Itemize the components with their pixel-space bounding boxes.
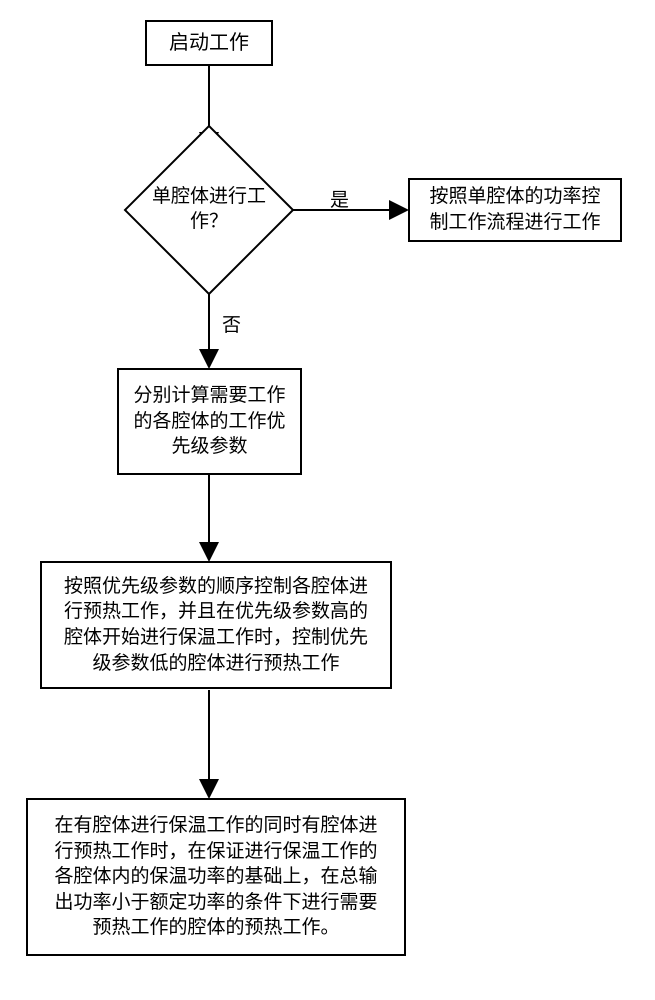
node-preheat-label: 按照优先级参数的顺序控制各腔体进 行预热工作，并且在优先级参数高的 腔体开始进行… — [64, 574, 368, 677]
flowchart-canvas: 启动工作 单腔体进行工 作？ 是 否 按照单腔体的功率控 制工作流程进行工作 分… — [0, 0, 655, 1000]
node-final-label: 在有腔体进行保温工作的同时有腔体进 行预热工作时，在保证进行保温工作的 各腔体内… — [54, 813, 377, 941]
node-calc: 分别计算需要工作 的各腔体的工作优 先级参数 — [117, 368, 302, 475]
no-text: 否 — [222, 315, 241, 336]
node-start: 启动工作 — [145, 20, 273, 66]
node-preheat: 按照优先级参数的顺序控制各腔体进 行预热工作，并且在优先级参数高的 腔体开始进行… — [40, 561, 392, 689]
node-calc-label: 分别计算需要工作 的各腔体的工作优 先级参数 — [133, 383, 285, 460]
node-final: 在有腔体进行保温工作的同时有腔体进 行预热工作时，在保证进行保温工作的 各腔体内… — [26, 798, 406, 956]
yes-text: 是 — [330, 190, 349, 211]
node-decision-label: 单腔体进行工 作？ — [152, 185, 266, 234]
node-start-label: 启动工作 — [169, 30, 249, 57]
edge-label-yes: 是 — [330, 185, 349, 212]
edge-label-no: 否 — [222, 310, 241, 337]
node-right: 按照单腔体的功率控 制工作流程进行工作 — [408, 178, 622, 242]
node-right-label: 按照单腔体的功率控 制工作流程进行工作 — [429, 184, 600, 235]
node-decision: 单腔体进行工 作？ — [119, 120, 299, 300]
